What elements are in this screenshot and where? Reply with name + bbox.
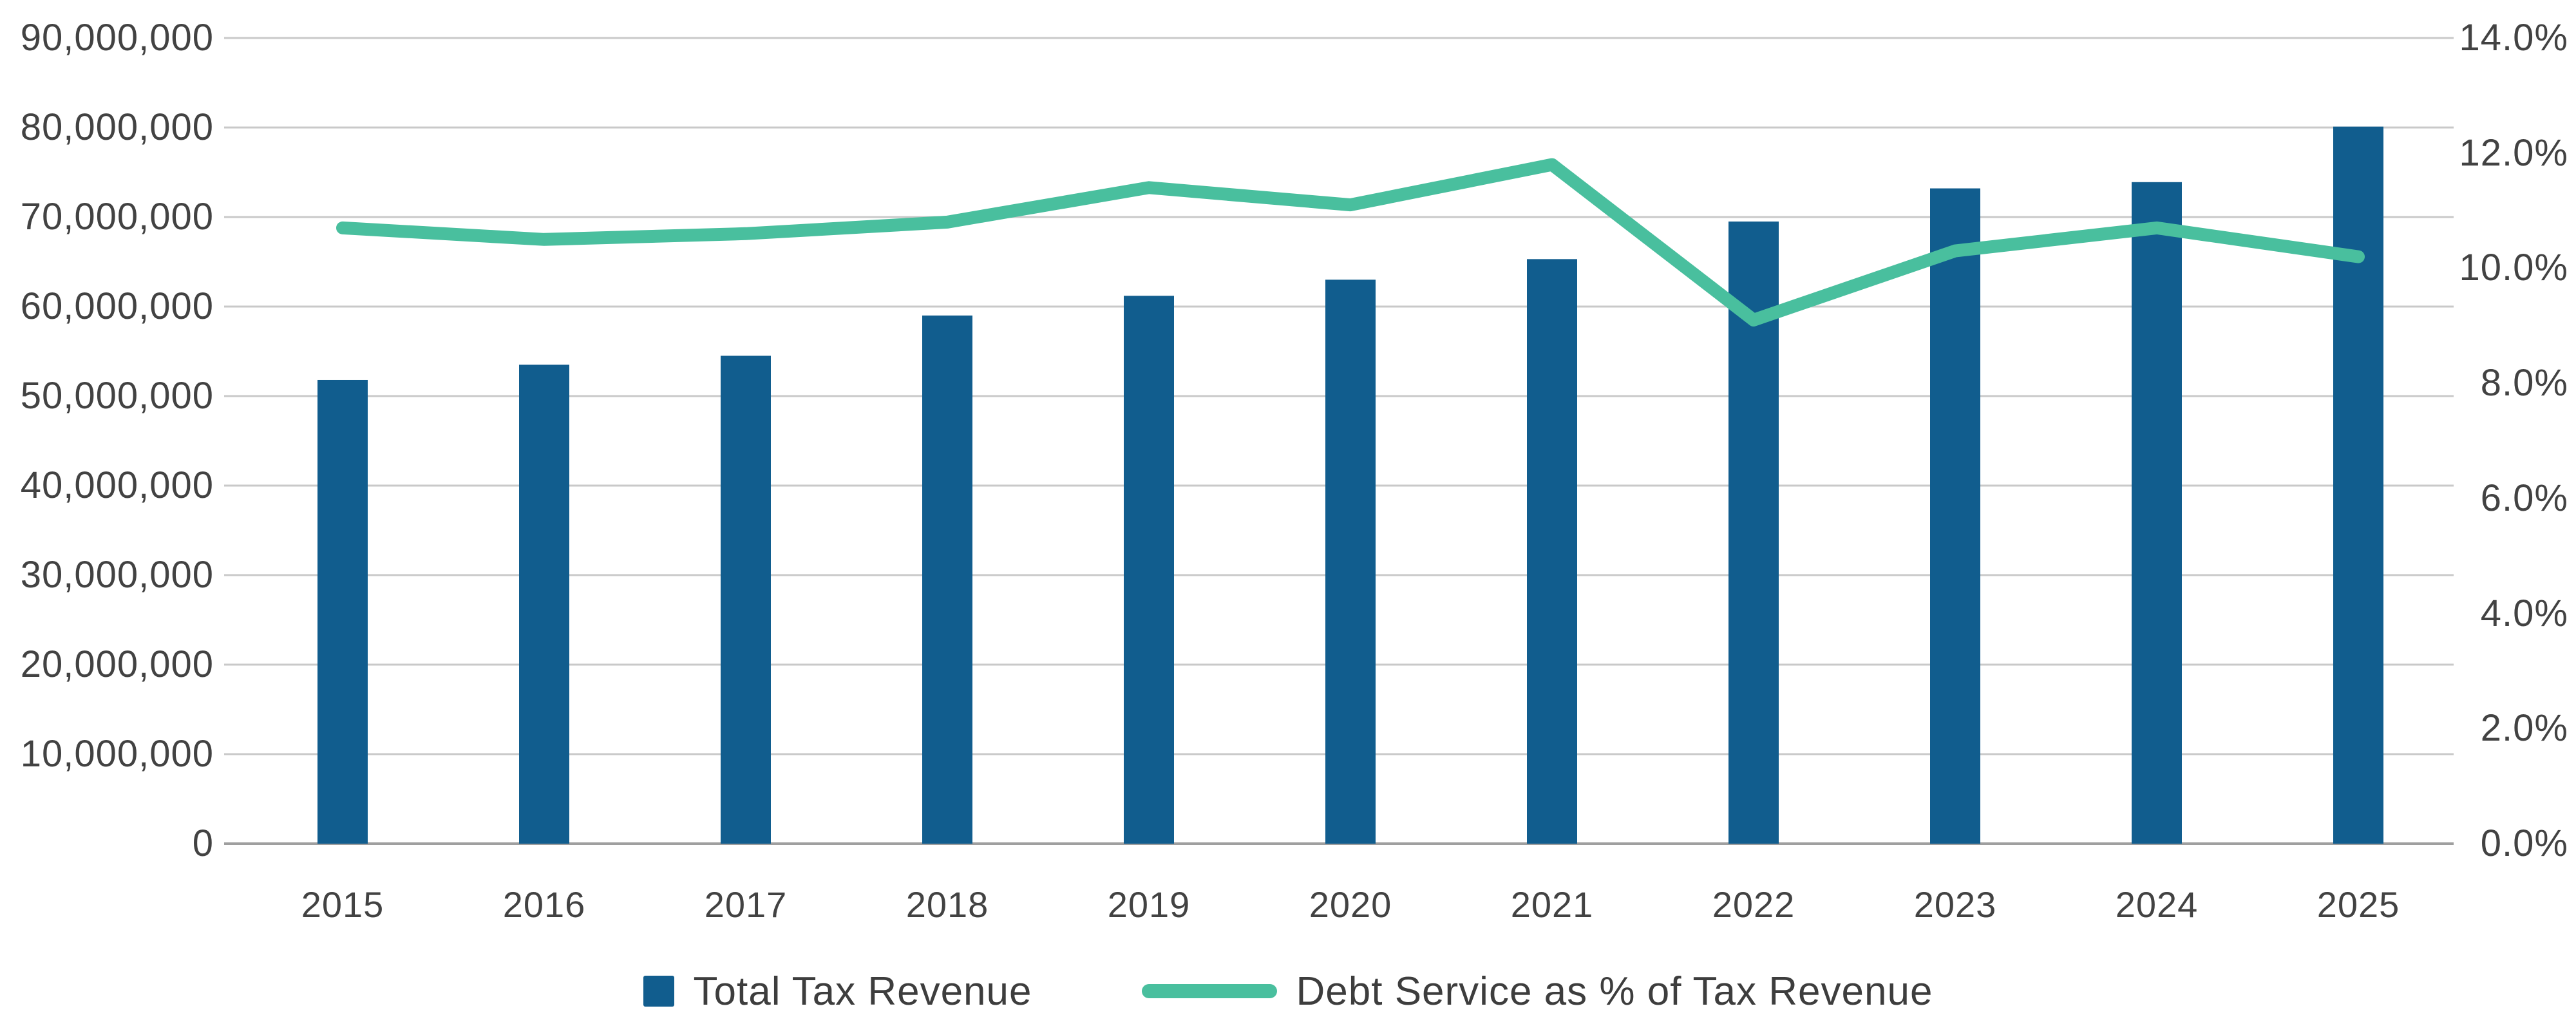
bar-2025: [2333, 126, 2383, 844]
legend-label: Total Tax Revenue: [693, 969, 1032, 1014]
left-axis-tick: 30,000,000: [20, 554, 214, 596]
right-axis-tick: 10.0%: [2459, 247, 2568, 289]
bar-2024: [2132, 182, 2182, 844]
x-axis-tick-2018: 2018: [905, 884, 989, 925]
left-axis-tick: 80,000,000: [20, 106, 214, 148]
chart-legend: Total Tax Revenue Debt Service as % of T…: [0, 962, 2576, 1020]
left-axis-tick: 20,000,000: [20, 643, 214, 685]
right-axis-tick: 4.0%: [2480, 592, 2568, 634]
bar-2017: [721, 356, 771, 844]
debt-service-line: [336, 158, 2365, 327]
legend-item-total-tax-revenue: Total Tax Revenue: [643, 969, 1032, 1014]
bar-2021: [1527, 259, 1577, 844]
x-axis-tick-2015: 2015: [301, 884, 384, 925]
x-axis-tick-2020: 2020: [1309, 884, 1392, 925]
left-axis-tick: 70,000,000: [20, 196, 214, 238]
bar-2020: [1325, 280, 1376, 844]
left-axis-tick: 60,000,000: [20, 285, 214, 327]
bar-2018: [922, 315, 972, 844]
right-axis-tick: 0.0%: [2480, 822, 2568, 864]
x-axis-tick-2022: 2022: [1712, 884, 1795, 925]
left-axis-tick: 40,000,000: [20, 464, 214, 506]
x-axis-tick-2023: 2023: [1913, 884, 1997, 925]
right-axis-tick: 14.0%: [2459, 17, 2568, 59]
bar-series-swatch: [643, 976, 674, 1007]
bar-2019: [1124, 296, 1174, 844]
right-axis-tick: 12.0%: [2459, 131, 2568, 174]
right-axis-tick: 6.0%: [2480, 477, 2568, 519]
left-axis-tick: 10,000,000: [20, 733, 214, 775]
x-axis-tick-2021: 2021: [1510, 884, 1594, 925]
x-axis-tick-2025: 2025: [2316, 884, 2400, 925]
left-axis-tick: 0: [192, 822, 214, 864]
legend-label: Debt Service as % of Tax Revenue: [1296, 969, 1933, 1014]
left-axis-tick: 50,000,000: [20, 375, 214, 417]
bar-2016: [519, 365, 569, 844]
left-axis-tick: 90,000,000: [20, 17, 214, 59]
right-axis-tick: 8.0%: [2480, 362, 2568, 404]
bar-2023: [1930, 188, 1980, 844]
bar-2015: [317, 379, 368, 844]
x-axis-tick-2017: 2017: [704, 884, 788, 925]
legend-item-debt-service: Debt Service as % of Tax Revenue: [1141, 969, 1933, 1014]
line-series-swatch: [1141, 984, 1277, 998]
x-axis-tick-2019: 2019: [1107, 884, 1191, 925]
x-axis-tick-2016: 2016: [502, 884, 586, 925]
x-axis-tick-2024: 2024: [2115, 884, 2199, 925]
right-axis-tick: 2.0%: [2480, 707, 2568, 750]
